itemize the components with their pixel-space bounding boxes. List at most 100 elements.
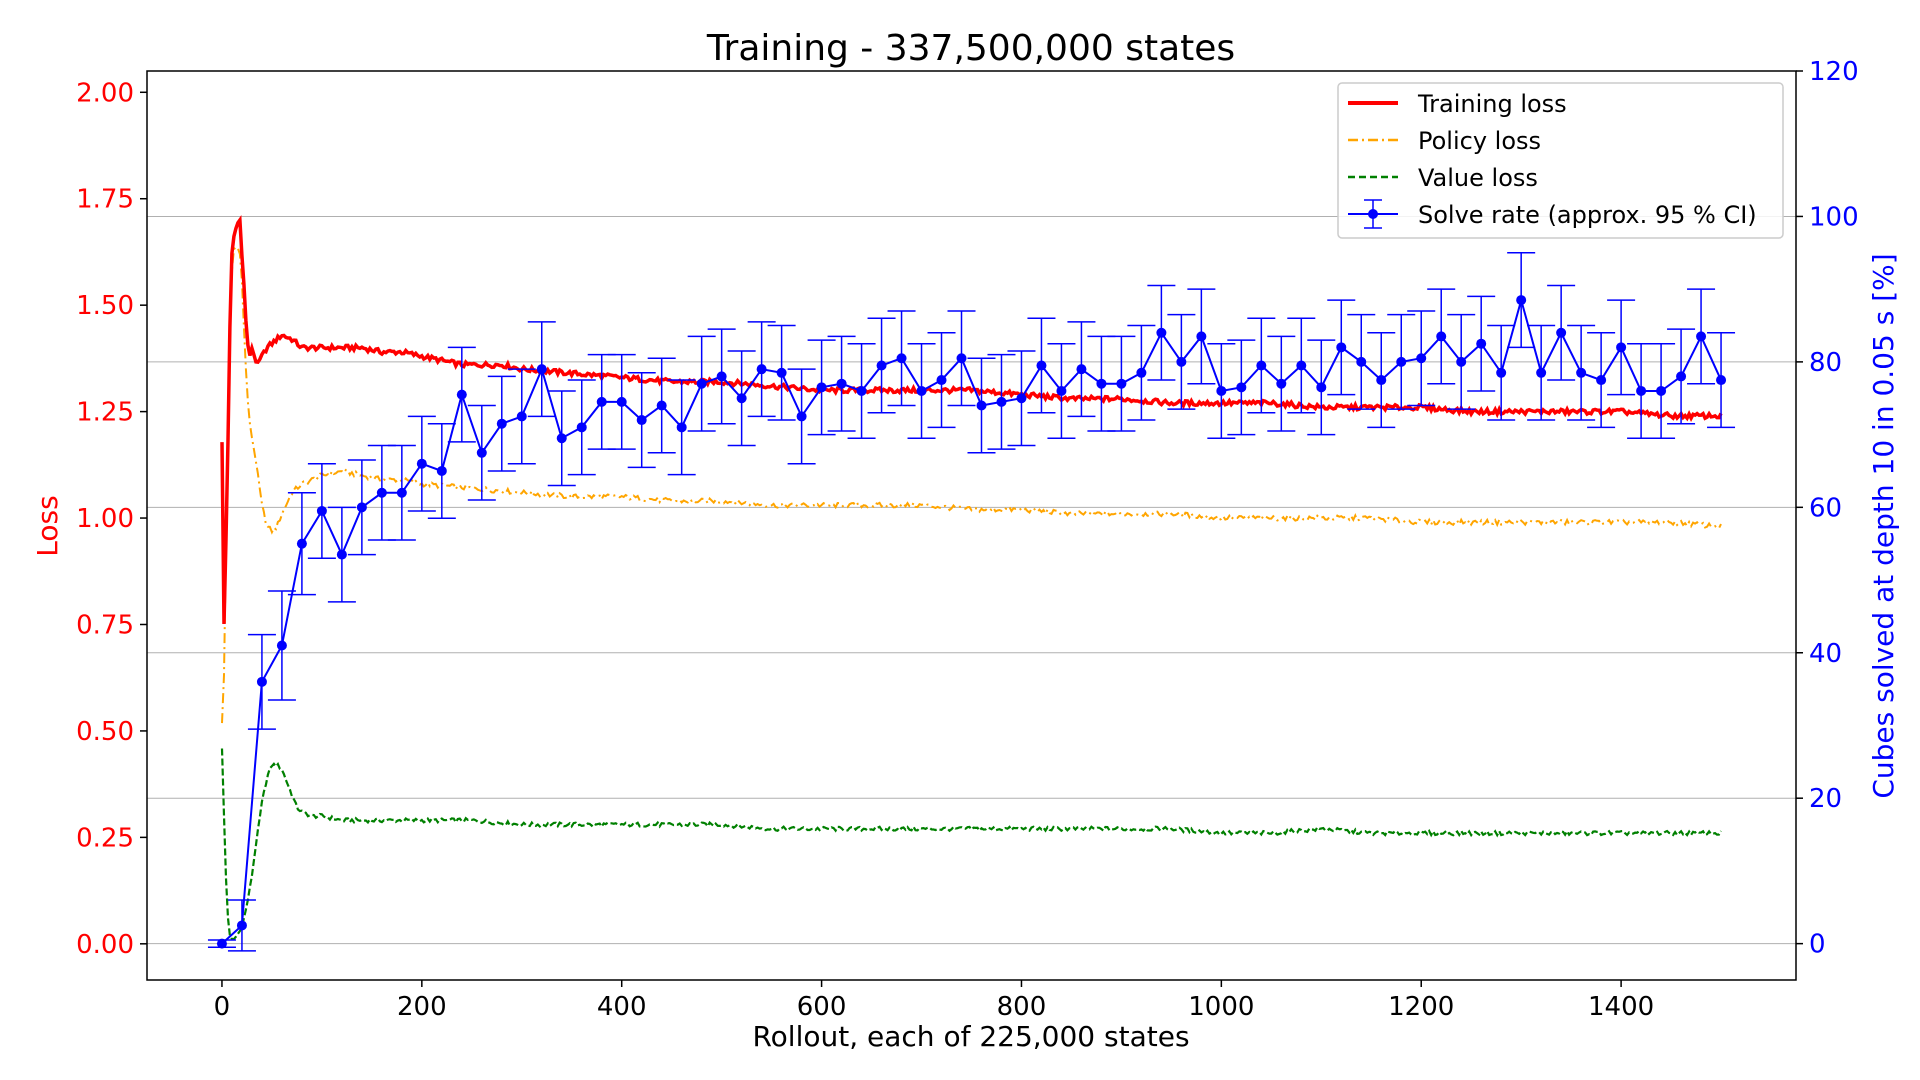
solve-rate-point-33 [876, 360, 887, 371]
solve-rate-point-73 [1676, 371, 1687, 382]
legend-label-value-loss: Value loss [1418, 164, 1538, 192]
solve-rate-point-35 [916, 385, 927, 396]
solve-rate-point-6 [336, 549, 347, 560]
solve-rate-point-5 [316, 505, 327, 516]
solve-rate-point-32 [856, 385, 867, 396]
y-right-tick-label-2: 40 [1809, 639, 1842, 669]
solve-rate-point-75 [1716, 375, 1727, 386]
y-left-tick-label-5: 1.25 [76, 398, 134, 428]
solve-rate-point-30 [816, 382, 827, 393]
solve-rate-point-56 [1336, 342, 1347, 353]
solve-rate-point-13 [476, 447, 487, 458]
chart-title: Training - 337,500,000 states [706, 28, 1235, 69]
solve-rate-point-3 [276, 640, 287, 651]
solve-rate-point-49 [1196, 331, 1207, 342]
x-tick-label-3: 600 [797, 992, 847, 1022]
y-right-tick-label-1: 20 [1809, 784, 1842, 814]
solve-rate-point-4 [296, 538, 307, 549]
solve-rate-point-0 [216, 938, 227, 949]
legend: Training loss Policy loss Value loss Sol… [1337, 82, 1784, 239]
solve-rate-point-14 [496, 418, 507, 429]
solve-rate-point-2 [256, 676, 267, 687]
x-tick-label-0: 0 [214, 992, 231, 1022]
solve-rate-point-11 [436, 465, 447, 476]
legend-entry-training-loss: Training loss [1348, 90, 1567, 118]
legend-swatch-solve-rate-marker [1368, 209, 1378, 219]
solve-rate-point-44 [1096, 378, 1107, 389]
y-left-tick-label-2: 0.50 [76, 717, 134, 747]
solve-rate-point-42 [1056, 385, 1067, 396]
solve-rate-point-51 [1236, 382, 1247, 393]
solve-rate-point-46 [1136, 367, 1147, 378]
y-left-tick-label-3: 0.75 [76, 610, 134, 640]
legend-entry-value-loss: Value loss [1348, 164, 1538, 192]
y-right-tick-label-6: 120 [1809, 57, 1859, 87]
solve-rate-point-55 [1316, 382, 1327, 393]
x-tick-label-2: 400 [597, 992, 647, 1022]
solve-rate-point-28 [776, 367, 787, 378]
y-axis-right-label: Cubes solved at depth 10 in 0.05 s [%] [1867, 253, 1900, 798]
solve-rate-point-17 [556, 433, 567, 444]
solve-rate-point-12 [456, 389, 467, 400]
legend-label-solve-rate: Solve rate (approx. 95 % CI) [1418, 201, 1757, 229]
y-left-tick-label-1: 0.25 [76, 823, 134, 853]
solve-rate-point-67 [1556, 327, 1567, 338]
y-right-tick-label-3: 60 [1809, 493, 1842, 523]
series-line-value-loss [220, 748, 1722, 941]
solve-rate-point-43 [1076, 364, 1087, 375]
solve-rate-point-19 [596, 396, 607, 407]
solve-rate-point-52 [1256, 360, 1267, 371]
solve-rate-point-16 [536, 364, 547, 375]
solve-rate-point-64 [1496, 367, 1507, 378]
x-tick-label-5: 1000 [1188, 992, 1254, 1022]
y-right-tick-label-4: 80 [1809, 348, 1842, 378]
y-right-tick-label-5: 100 [1809, 202, 1859, 232]
legend-entry-policy-loss: Policy loss [1348, 127, 1541, 155]
solve-rate-point-57 [1356, 356, 1367, 367]
solve-rate-point-8 [376, 487, 387, 498]
x-tick-label-1: 200 [397, 992, 447, 1022]
solve-rate-point-1 [236, 920, 247, 931]
y-axis-left-label: Loss [31, 495, 64, 556]
solve-rate-point-71 [1636, 385, 1647, 396]
solve-rate-point-9 [396, 487, 407, 498]
solve-rate-point-70 [1616, 342, 1627, 353]
solve-rate-point-62 [1456, 356, 1467, 367]
solve-rate-point-60 [1416, 353, 1427, 364]
solve-rate-point-39 [996, 396, 1007, 407]
axes: 0 200 400 600 800 1000 1200 14000.000.250.500.7… [76, 57, 1859, 1022]
solve-rate-point-74 [1696, 331, 1707, 342]
solve-rate-point-27 [756, 364, 767, 375]
legend-label-policy-loss: Policy loss [1418, 127, 1541, 155]
y-left-tick-label-7: 1.75 [76, 185, 134, 215]
solve-rate-point-20 [616, 396, 627, 407]
solve-rate-point-10 [416, 458, 427, 469]
legend-label-training-loss: Training loss [1417, 90, 1567, 118]
solve-rate-point-38 [976, 400, 987, 411]
solve-rate-point-29 [796, 411, 807, 422]
legend-entry-solve-rate: Solve rate (approx. 95 % CI) [1348, 199, 1757, 229]
solve-rate-point-25 [716, 371, 727, 382]
solve-rate-point-50 [1216, 385, 1227, 396]
solve-rate-point-59 [1396, 356, 1407, 367]
solve-rate-point-63 [1476, 338, 1487, 349]
x-tick-label-4: 800 [997, 992, 1047, 1022]
series-layer [207, 214, 1736, 952]
solve-rate-point-69 [1596, 375, 1607, 386]
solve-rate-point-36 [936, 375, 947, 386]
solve-rate-point-72 [1656, 385, 1667, 396]
solve-rate-point-26 [736, 393, 747, 404]
y-left-tick-label-4: 1.00 [76, 504, 134, 534]
x-tick-label-6: 1200 [1388, 992, 1454, 1022]
y-left-tick-label-6: 1.50 [76, 291, 134, 321]
solve-rate-point-15 [516, 411, 527, 422]
series-line-training-loss [220, 214, 1723, 625]
solve-rate-point-54 [1296, 360, 1307, 371]
solve-rate-point-37 [956, 353, 967, 364]
x-tick-label-7: 1400 [1588, 992, 1654, 1022]
solve-rate-point-53 [1276, 378, 1287, 389]
y-left-tick-label-8: 2.00 [76, 78, 134, 108]
solve-rate-point-48 [1176, 356, 1187, 367]
series-line-solve-rate [221, 296, 1722, 945]
